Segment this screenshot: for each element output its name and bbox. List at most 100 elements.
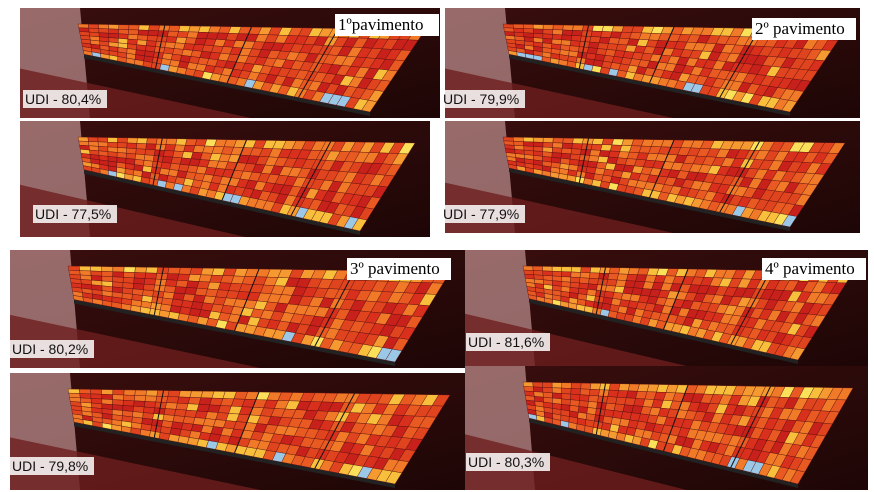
grid-cell — [570, 394, 580, 400]
grid-cell — [109, 25, 119, 30]
grid-cell — [185, 287, 197, 294]
grid-cell — [148, 30, 159, 36]
grid-cell — [123, 395, 134, 401]
grid-cell — [552, 148, 562, 154]
grid-cell — [562, 267, 572, 272]
grid-cell — [145, 149, 155, 155]
grid-cell — [78, 24, 89, 28]
grid-cell — [590, 267, 601, 273]
grid-cell — [563, 25, 574, 30]
grid-cell — [553, 25, 563, 30]
view: UDI - 79,8% — [10, 373, 465, 490]
grid-cell — [608, 390, 619, 397]
grid-cell — [145, 273, 157, 279]
udi-label: UDI - 80,4% — [25, 91, 101, 107]
grid-cell — [533, 270, 543, 275]
grid-cell — [147, 35, 158, 41]
grid-cell — [553, 138, 563, 143]
grid-cell — [523, 266, 533, 270]
grid-cell — [579, 395, 589, 402]
grid-cell — [562, 30, 572, 35]
grid-cell — [137, 138, 148, 144]
grid-cell — [177, 274, 190, 281]
figure: UDI - 80,4% UDI - 77,5% 1ºpavimento UDI - 7… — [0, 0, 874, 492]
grid-cell — [186, 404, 199, 411]
grid-cell — [134, 395, 146, 401]
grid-cell — [80, 271, 91, 276]
grid-cell — [146, 144, 157, 150]
grid-cell — [109, 29, 119, 34]
grid-cell — [571, 267, 581, 272]
floor-title: 1ºpavimento — [338, 15, 424, 34]
grid-cell — [523, 137, 533, 142]
grid-cell — [533, 29, 543, 34]
grid-cell — [78, 137, 88, 141]
grid-cell — [590, 37, 601, 43]
grid-cell — [581, 267, 591, 273]
grid-cell — [185, 410, 197, 417]
floor-title: 3º pavimento — [350, 259, 440, 278]
udi-label: UDI - 81,6% — [468, 334, 544, 350]
grid-cell — [188, 397, 201, 404]
grid-cell — [588, 278, 598, 284]
view: UDI - 77,9% — [441, 121, 860, 233]
grid-cell — [176, 280, 188, 287]
grid-cell — [605, 403, 615, 411]
grid-cell — [605, 285, 615, 292]
grid-cell — [580, 389, 590, 395]
grid-cell — [602, 139, 614, 145]
grid-cell — [591, 31, 602, 37]
grid-cell — [552, 267, 562, 272]
grid-cell — [127, 143, 137, 149]
grid-cell — [164, 409, 176, 416]
grid-cell — [118, 138, 128, 143]
grid-cell — [102, 394, 113, 399]
grid-cell — [602, 26, 614, 32]
grid-cell — [108, 138, 118, 143]
udi-label: UDI - 80,3% — [468, 454, 544, 470]
grid-cell — [168, 391, 181, 397]
grid-cell — [533, 138, 543, 143]
grid-cell — [608, 274, 619, 281]
grid-cell — [179, 391, 192, 398]
grid-cell — [573, 138, 584, 144]
grid-cell — [174, 409, 186, 416]
grid-cell — [601, 31, 612, 37]
grid-cell — [571, 383, 581, 389]
grid-cell — [533, 142, 543, 147]
grid-cell — [119, 29, 129, 34]
grid-cell — [134, 272, 146, 278]
view: UDI - 77,5% — [20, 121, 430, 237]
grid-cell — [513, 137, 523, 141]
grid-cell — [553, 30, 563, 35]
grid-cell — [542, 266, 552, 271]
grid-cell — [168, 268, 181, 274]
grid-cell — [533, 382, 543, 387]
grid-cell — [589, 389, 599, 396]
grid-cell — [68, 266, 80, 271]
grid-cell — [579, 278, 589, 284]
grid-cell — [119, 25, 129, 30]
grid-cell — [123, 400, 134, 406]
view: UDI - 80,3% — [465, 366, 868, 490]
grid-cell — [79, 266, 91, 271]
udi-label: UDI - 80,2% — [12, 341, 88, 357]
grid-cell — [137, 35, 147, 41]
grid-cell — [108, 142, 118, 147]
grid-cell — [165, 145, 176, 152]
grid-cell — [135, 267, 147, 273]
grid-cell — [176, 139, 187, 146]
grid-cell — [167, 31, 178, 37]
grid-cell — [571, 149, 581, 155]
grid-cell — [588, 395, 598, 402]
grid-cell — [169, 26, 180, 32]
grid-cell — [80, 394, 91, 399]
grid-cell — [144, 401, 156, 407]
grid-cell — [590, 150, 601, 156]
grid-cell — [117, 143, 127, 148]
grid-cell — [543, 29, 553, 34]
grid-cell — [599, 150, 610, 157]
grid-cell — [91, 394, 102, 399]
grid-cell — [162, 156, 173, 163]
grid-cell — [146, 390, 158, 396]
